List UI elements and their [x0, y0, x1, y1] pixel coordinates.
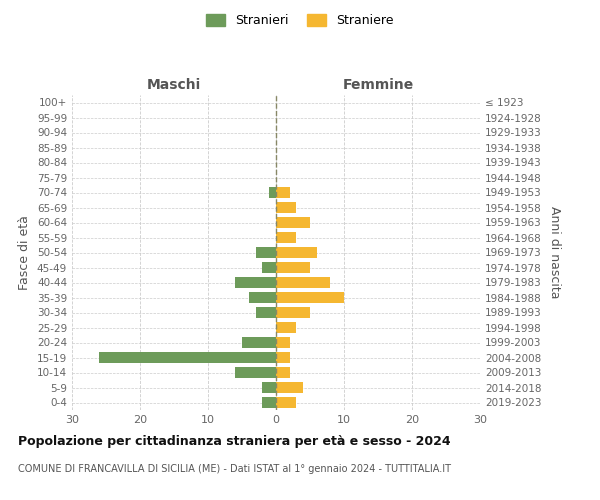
Bar [276, 277, 331, 288]
Text: Femmine: Femmine [343, 78, 413, 92]
Bar [269, 187, 276, 198]
Legend: Stranieri, Straniere: Stranieri, Straniere [202, 8, 398, 32]
Bar [262, 397, 276, 408]
Bar [276, 337, 290, 348]
Bar [276, 292, 344, 303]
Bar [276, 187, 290, 198]
Bar [235, 367, 276, 378]
Bar [256, 307, 276, 318]
Y-axis label: Fasce di età: Fasce di età [19, 215, 31, 290]
Y-axis label: Anni di nascita: Anni di nascita [548, 206, 561, 298]
Bar [276, 352, 290, 363]
Bar [276, 232, 296, 243]
Text: COMUNE DI FRANCAVILLA DI SICILIA (ME) - Dati ISTAT al 1° gennaio 2024 - TUTTITAL: COMUNE DI FRANCAVILLA DI SICILIA (ME) - … [18, 464, 451, 474]
Bar [276, 382, 303, 393]
Bar [276, 247, 317, 258]
Bar [276, 322, 296, 333]
Bar [256, 247, 276, 258]
Bar [276, 217, 310, 228]
Text: Popolazione per cittadinanza straniera per età e sesso - 2024: Popolazione per cittadinanza straniera p… [18, 435, 451, 448]
Bar [276, 262, 310, 273]
Bar [262, 382, 276, 393]
Bar [99, 352, 276, 363]
Bar [235, 277, 276, 288]
Bar [276, 202, 296, 213]
Bar [262, 262, 276, 273]
Text: Maschi: Maschi [147, 78, 201, 92]
Bar [276, 397, 296, 408]
Bar [249, 292, 276, 303]
Bar [276, 307, 310, 318]
Bar [276, 367, 290, 378]
Bar [242, 337, 276, 348]
